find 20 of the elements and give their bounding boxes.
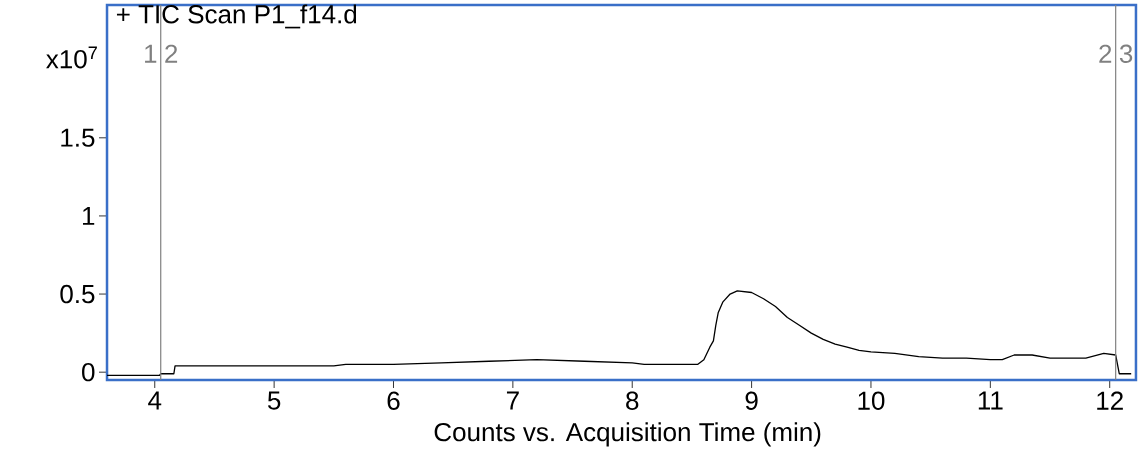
y-tick-label: 0.5 — [60, 284, 95, 304]
x-tick-label: 8 — [626, 391, 639, 410]
annotation: 3 — [1119, 44, 1133, 63]
x-tick-label: 5 — [267, 391, 281, 410]
y-axis-title: x10$^{7}$ — [46, 46, 97, 69]
y-tick-label: 0 — [82, 362, 95, 382]
x-tick-label: 7 — [506, 391, 519, 410]
x-tick-label: 10 — [858, 391, 885, 410]
x-tick-label: 12 — [1097, 391, 1123, 410]
annotation: 2 — [165, 44, 178, 63]
annotation: 2 — [1099, 44, 1112, 63]
chart-title: + TIC Scan P1_f14.d — [116, 4, 357, 29]
x-tick-label: 11 — [978, 391, 1003, 410]
x-tick-label: 4 — [148, 391, 162, 410]
annotation: 1 — [145, 44, 157, 63]
x-tick-label: 9 — [745, 391, 758, 410]
y-tick-label: 1 — [83, 206, 95, 225]
x-tick-label: 6 — [387, 391, 400, 410]
x-axis-title: Counts vs. Acquisition Time (min) — [434, 422, 821, 447]
y-tick-label: 1.5 — [61, 128, 95, 147]
